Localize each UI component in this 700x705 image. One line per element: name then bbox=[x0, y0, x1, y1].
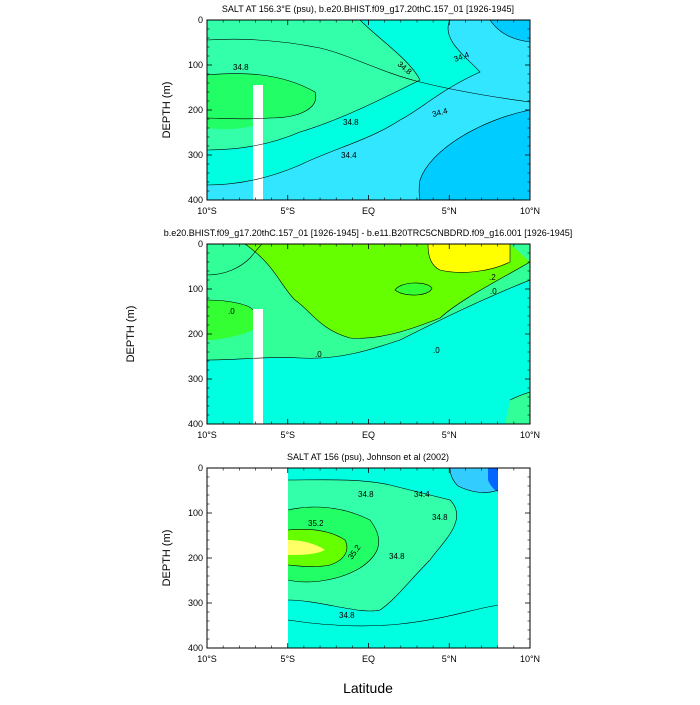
y-tick-label: 100 bbox=[188, 508, 203, 518]
y-tick-label: 100 bbox=[188, 284, 203, 294]
x-tick-label: 10°N bbox=[520, 654, 540, 664]
panel-1-contour-fill bbox=[207, 20, 530, 200]
fill-band-34.2-top bbox=[490, 20, 530, 42]
fill-band-34.2 bbox=[419, 110, 530, 200]
y-tick-label: 200 bbox=[188, 553, 203, 563]
y-tick-label: 0 bbox=[198, 463, 203, 473]
missing-data-column bbox=[253, 85, 263, 200]
x-tick-label: 5°S bbox=[280, 654, 295, 664]
contour-label: .0 bbox=[315, 350, 322, 359]
panel-3-title: SALT AT 156 (psu), Johnson et al (2002) bbox=[287, 452, 449, 462]
contour-line bbox=[207, 279, 530, 361]
panel-1-title: SALT AT 156.3°E (psu), b.e20.BHIST.f09_g… bbox=[222, 4, 514, 14]
y-tick-label: 300 bbox=[188, 150, 203, 160]
contour-label: 34.8 bbox=[339, 611, 355, 620]
contour-line bbox=[207, 73, 317, 120]
panel-1-axes: 10°S 5°S EQ 5°N 10°N 0 100 200 300 400 bbox=[188, 15, 540, 216]
fill-band-max bbox=[428, 244, 510, 273]
contour-label: 34.8 bbox=[389, 552, 405, 561]
y-tick-label: 200 bbox=[188, 329, 203, 339]
panel-2-contour-labels: .0 .2 .0 .0 .0 bbox=[228, 273, 497, 359]
x-tick-label: EQ bbox=[362, 206, 375, 216]
x-tick-label: 10°S bbox=[197, 430, 217, 440]
contour-label: .0 bbox=[433, 346, 440, 355]
contour-label: 34.8 bbox=[432, 513, 448, 522]
contour-label: .2 bbox=[489, 273, 496, 282]
y-tick-label: 400 bbox=[188, 195, 203, 205]
x-tick-label: 10°N bbox=[520, 206, 540, 216]
contour-line bbox=[288, 479, 457, 612]
contour-line bbox=[207, 244, 263, 276]
contour-line bbox=[288, 604, 498, 627]
contour-line bbox=[207, 20, 481, 186]
y-tick-label: 0 bbox=[198, 15, 203, 25]
panel-2-title: b.e20.BHIST.f09_g17.20thC.157_01 [1926-1… bbox=[164, 228, 573, 238]
panel-2: b.e20.BHIST.f09_g17.20thC.157_01 [1926-1… bbox=[125, 228, 572, 440]
x-tick-label: 5°S bbox=[280, 206, 295, 216]
contour-line bbox=[489, 20, 530, 43]
contour-line bbox=[207, 38, 530, 103]
x-tick-label: 5°N bbox=[442, 654, 457, 664]
panel-3-ylabel: DEPTH (m) bbox=[161, 530, 173, 587]
y-tick-label: 300 bbox=[188, 598, 203, 608]
y-tick-label: 0 bbox=[198, 239, 203, 249]
contour-line bbox=[449, 468, 498, 493]
contour-line bbox=[394, 282, 433, 296]
fill-band-35.4 bbox=[288, 540, 325, 555]
y-tick-label: 400 bbox=[188, 419, 203, 429]
fill-band-patch bbox=[395, 282, 432, 296]
fill-band-lower-right bbox=[505, 392, 530, 424]
panel-1: SALT AT 156.3°E (psu), b.e20.BHIST.f09_g… bbox=[161, 4, 540, 216]
contour-label: .0 bbox=[490, 287, 497, 296]
x-tick-label: EQ bbox=[362, 654, 375, 664]
contour-line bbox=[427, 244, 511, 273]
x-tick-label: 5°N bbox=[442, 206, 457, 216]
contour-label: 34.8 bbox=[233, 63, 249, 72]
y-tick-label: 100 bbox=[188, 60, 203, 70]
x-tick-label: EQ bbox=[362, 430, 375, 440]
x-tick-label: 10°S bbox=[197, 654, 217, 664]
y-tick-label: 300 bbox=[188, 374, 203, 384]
contour-label: .0 bbox=[228, 307, 235, 316]
contour-label: 34.4 bbox=[414, 490, 430, 499]
y-tick-label: 400 bbox=[188, 643, 203, 653]
y-tick-label: 200 bbox=[188, 105, 203, 115]
panel-3-contour-fill bbox=[288, 468, 498, 648]
x-tick-label: 5°N bbox=[442, 430, 457, 440]
fill-band-34.4 bbox=[450, 468, 498, 493]
contour-line bbox=[288, 529, 348, 567]
panel-2-contour-fill bbox=[207, 244, 530, 424]
contour-line bbox=[288, 506, 379, 583]
contour-line bbox=[244, 244, 530, 339]
fill-band-35.0b bbox=[207, 118, 255, 130]
x-tick-label: 10°N bbox=[520, 430, 540, 440]
missing-data-column bbox=[253, 309, 263, 424]
contour-label: 34.4 bbox=[431, 106, 449, 119]
fill-band-pos-left bbox=[207, 300, 253, 340]
fill-band-lower-left bbox=[207, 358, 260, 424]
contour-label: 34.4 bbox=[341, 151, 357, 160]
panel-1-ylabel: DEPTH (m) bbox=[161, 82, 173, 139]
contour-line bbox=[207, 299, 254, 311]
panel-3-axes: 10°S 5°S EQ 5°N 10°N 0 100 200 300 400 bbox=[188, 463, 540, 664]
x-tick-label: 10°S bbox=[197, 206, 217, 216]
contour-label: 34.8 bbox=[358, 490, 374, 499]
contour-line bbox=[207, 20, 421, 151]
panel-3: SALT AT 156 (psu), Johnson et al (2002) … bbox=[161, 452, 540, 696]
x-tick-label: 5°S bbox=[280, 430, 295, 440]
contour-line bbox=[418, 109, 530, 200]
contour-label: 34.8 bbox=[343, 118, 359, 127]
fill-band-34.2 bbox=[488, 468, 498, 492]
panel-3-xlabel: Latitude bbox=[343, 680, 393, 696]
panel-2-ylabel: DEPTH (m) bbox=[125, 306, 137, 363]
contour-label: 35.2 bbox=[308, 519, 324, 528]
panel-2-axes: 10°S 5°S EQ 5°N 10°N 0 100 200 300 400 bbox=[188, 239, 540, 440]
